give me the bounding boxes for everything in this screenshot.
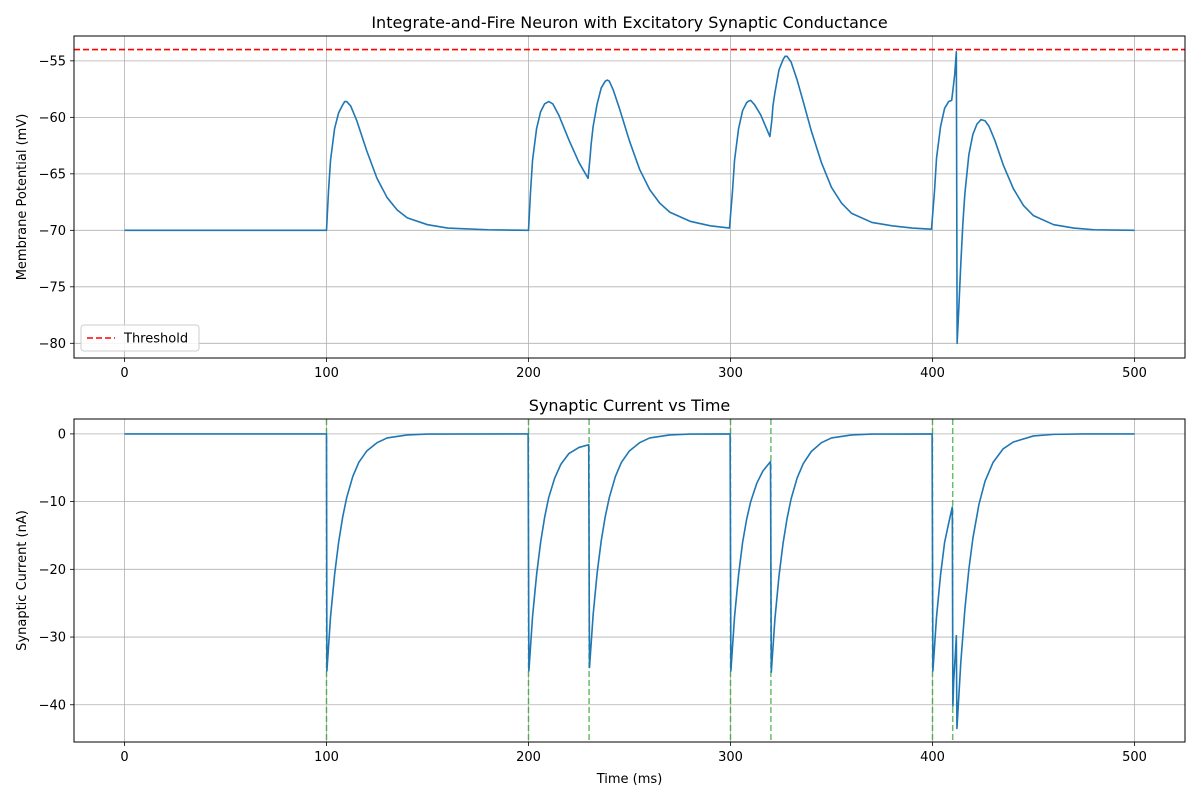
y-tick-label: −20 [39,563,66,578]
chart-title: Integrate-and-Fire Neuron with Excitator… [371,13,887,32]
x-tick-label: 200 [516,750,541,765]
x-tick-label: 100 [314,366,339,381]
x-tick-label: 300 [718,366,743,381]
synaptic-current-panel: 0 100 200 300 400 500 −40 −30 −20 −10 0 Synaptic Cu… [15,396,1186,787]
y-tick-label: −80 [39,337,66,352]
x-tick-label: 300 [718,750,743,765]
x-tick-label: 100 [314,750,339,765]
synaptic-current-line [124,433,1135,730]
y-tick-label: −55 [39,54,66,69]
x-tick-label: 0 [120,750,128,765]
x-axis-label: Time (ms) [596,772,663,787]
y-axis-label: Membrane Potential (mV) [15,114,30,281]
y-tick-label: −75 [39,280,66,295]
y-tick-label: −10 [39,495,66,510]
y-tick-label: 0 [58,427,66,442]
x-tick-label: 500 [1122,750,1147,765]
x-tick-label: 400 [920,366,945,381]
x-tick-label: 200 [516,366,541,381]
legend-box [80,324,200,352]
y-tick-label: −65 [39,167,66,182]
y-tick-label: −30 [39,631,66,646]
legend-threshold-label: Threshold [123,332,188,347]
x-tick-label: 0 [120,366,128,381]
y-tick-label: −60 [39,111,66,126]
legend: Threshold [80,324,200,352]
membrane-potential-panel: 0 100 200 300 400 500 −80 −75 −70 −65 −60 −55 Integr… [15,13,1186,381]
axes-frame [73,418,1186,743]
x-tick-label: 400 [920,750,945,765]
y-tick-label: −40 [39,698,66,713]
x-tick-label: 500 [1122,366,1147,381]
membrane-potential-line [124,51,1135,345]
y-axis-label: Synaptic Current (nA) [15,510,30,651]
chart-title: Synaptic Current vs Time [529,396,731,415]
axes-frame [73,35,1186,359]
y-tick-label: −70 [39,224,66,239]
